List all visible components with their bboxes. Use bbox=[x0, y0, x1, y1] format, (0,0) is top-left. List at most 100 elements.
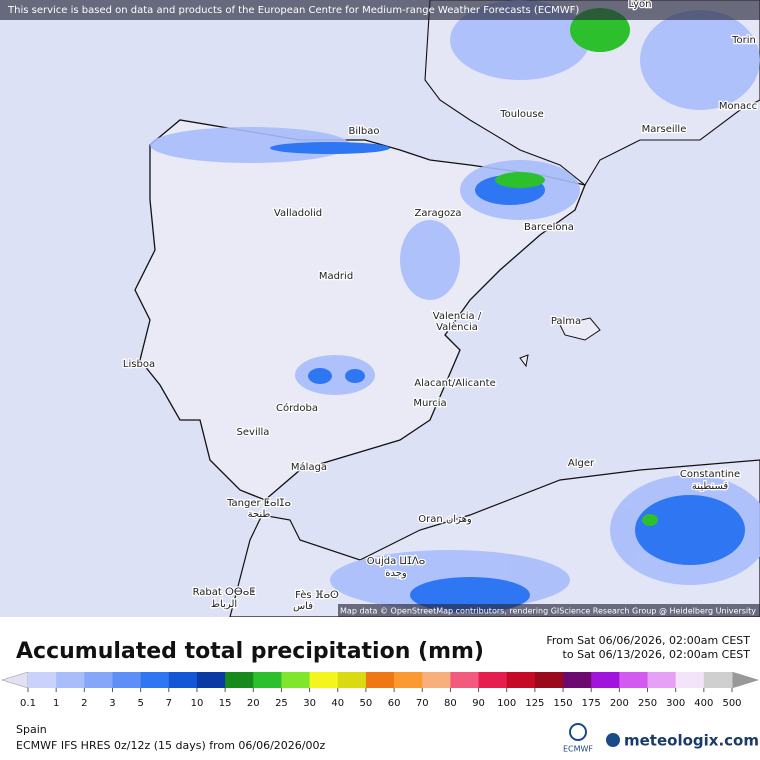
colorbar-segment bbox=[534, 672, 564, 688]
iberia bbox=[134, 119, 586, 501]
colorbar-label: 2 bbox=[81, 698, 87, 709]
colorbar-label: 25 bbox=[275, 698, 288, 709]
city-label: Lisboa bbox=[123, 359, 155, 370]
colorbar-label: 15 bbox=[219, 698, 232, 709]
colorbar-segment bbox=[253, 672, 282, 688]
colorbar-label: 150 bbox=[553, 698, 572, 709]
city-label: وجدة bbox=[385, 568, 407, 579]
colorbar-segment bbox=[28, 672, 57, 688]
city-label: Córdoba bbox=[276, 402, 318, 414]
city-label: Palma bbox=[551, 316, 581, 327]
city-label: Oujda ⵡⵊⴷⴰ bbox=[367, 556, 426, 567]
colorbar-segment bbox=[422, 672, 451, 688]
city-label: Valladolid bbox=[274, 208, 322, 219]
city-label: قسنطينة bbox=[692, 481, 729, 492]
city-label: Fès ⴼⴰⵙ bbox=[295, 589, 339, 601]
colorbar-label: 10 bbox=[191, 698, 204, 709]
colorbar-segment bbox=[112, 672, 142, 688]
city-label: Oran وهران bbox=[418, 514, 472, 525]
city-label: Málaga bbox=[291, 461, 327, 473]
colorbar-segment bbox=[675, 672, 705, 688]
colorbar-segment bbox=[703, 672, 733, 688]
colorbar-label: 40 bbox=[331, 698, 344, 709]
attribution-bar bbox=[338, 604, 760, 617]
map: This service is based on data and produc… bbox=[0, 0, 760, 617]
islands bbox=[519, 317, 601, 368]
colorbar-segment bbox=[619, 672, 649, 688]
colorbar-segment bbox=[478, 672, 508, 688]
colorbar-label: 125 bbox=[525, 698, 544, 709]
period-from: From Sat 06/06/2026, 02:00am CEST bbox=[546, 634, 750, 647]
colorbar-segment bbox=[140, 672, 170, 688]
colorbar-label: 7 bbox=[166, 698, 172, 709]
city-label: Valencia / bbox=[433, 311, 482, 322]
city-label: طنجة bbox=[248, 509, 271, 520]
city-label: Alacant/Alicante bbox=[414, 378, 495, 389]
model: ECMWF IFS HRES 0z/12z (15 days) from 06/… bbox=[16, 739, 326, 752]
city-label: Marseille bbox=[642, 124, 687, 135]
colorbar-label: 100 bbox=[497, 698, 516, 709]
city-label: Constantine bbox=[680, 469, 740, 480]
colorbar-segment bbox=[450, 672, 480, 688]
city-label: Lyon bbox=[628, 0, 651, 10]
city-label: فاس bbox=[293, 601, 313, 612]
colorbar-label: 50 bbox=[360, 698, 373, 709]
colorbar-segment bbox=[563, 672, 592, 688]
colorbar-label: 80 bbox=[444, 698, 457, 709]
colorbar-label: 3 bbox=[109, 698, 115, 709]
city-label: Bilbao bbox=[348, 126, 379, 137]
city-label: Alger bbox=[568, 458, 595, 469]
colorbar-label: 0.1 bbox=[20, 698, 36, 709]
colorbar-segment bbox=[225, 672, 254, 688]
city-label: Tanger ⵟⴰⵏⵊⴰ bbox=[226, 498, 291, 509]
notice-bar bbox=[0, 0, 760, 20]
title: Accumulated total precipitation (mm) bbox=[16, 639, 484, 664]
ecmwf-icon bbox=[569, 723, 587, 741]
colorbar-label: 60 bbox=[388, 698, 401, 709]
city-label: Murcia bbox=[413, 398, 446, 409]
city-label: València bbox=[436, 321, 478, 333]
colorbar-segment bbox=[281, 672, 311, 688]
city-label: Zaragoza bbox=[414, 208, 461, 219]
colorbar-label: 175 bbox=[582, 698, 601, 709]
attribution: Map data © OpenStreetMap contributors, r… bbox=[340, 607, 756, 616]
city-label: الرباط bbox=[211, 599, 237, 610]
colorbar-segment bbox=[168, 672, 198, 688]
colorbar-label: 30 bbox=[303, 698, 316, 709]
colorbar-segment bbox=[337, 672, 367, 688]
colorbar-label: 250 bbox=[638, 698, 657, 709]
brand: meteologix.com bbox=[624, 732, 759, 750]
colorbar-label: 70 bbox=[416, 698, 429, 709]
city-label: Barcelona bbox=[524, 222, 574, 233]
colorbar-segment bbox=[196, 672, 226, 688]
legend-panel: Accumulated total precipitation (mm) Fro… bbox=[1, 634, 759, 754]
rain-light bbox=[150, 0, 760, 610]
notice: This service is based on data and produc… bbox=[7, 5, 579, 16]
colorbar-segment bbox=[506, 672, 536, 688]
city-labels: Lyon Torin Monacc Bilbao Toulouse Marseille Va… bbox=[122, 0, 759, 613]
city-label: Toulouse bbox=[499, 109, 543, 120]
colorbar-label: 300 bbox=[666, 698, 685, 709]
colorbar-low bbox=[1, 671, 29, 689]
colorbar-label: 90 bbox=[472, 698, 485, 709]
colorbar: 0.1 1 2 3 5 7 10 15 20 25 30 40 50 60 70 80 90 100 125 150 1… bbox=[20, 672, 742, 709]
colorbar-segment bbox=[365, 672, 395, 688]
brand-icon bbox=[606, 733, 620, 747]
colorbar-label: 5 bbox=[137, 698, 143, 709]
city-label: Torin bbox=[731, 35, 756, 46]
region: Spain bbox=[16, 723, 47, 736]
colorbar-label: 400 bbox=[694, 698, 713, 709]
colorbar-high bbox=[731, 671, 759, 689]
city-label: Sevilla bbox=[237, 427, 270, 438]
city-label: Madrid bbox=[319, 271, 353, 282]
colorbar-segment bbox=[591, 672, 620, 688]
colorbar-segment bbox=[394, 672, 423, 688]
ecmwf-logo: ECMWF bbox=[563, 745, 593, 754]
colorbar-segment bbox=[309, 672, 339, 688]
colorbar-label: 1 bbox=[53, 698, 59, 709]
colorbar-label: 200 bbox=[610, 698, 629, 709]
colorbar-label: 500 bbox=[722, 698, 741, 709]
rain-heavy bbox=[270, 142, 745, 613]
city-label: Rabat ⵔⴱⴰⵟ bbox=[193, 587, 256, 598]
